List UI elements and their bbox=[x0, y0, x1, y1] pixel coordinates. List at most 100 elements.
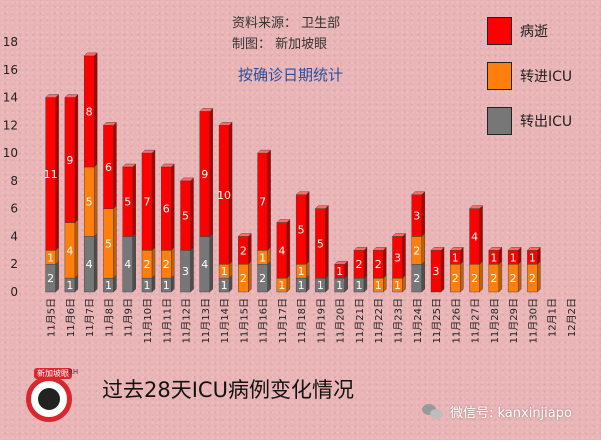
bar-value-label: 1 bbox=[298, 279, 305, 292]
x-tick-label: 11月18日 bbox=[296, 298, 308, 343]
bar-segment-side bbox=[248, 232, 252, 265]
bar-value-label: 2 bbox=[413, 244, 420, 257]
bar-value-label: 3 bbox=[433, 265, 440, 278]
bar-value-label: 11 bbox=[44, 168, 58, 181]
bar-top bbox=[353, 247, 368, 251]
bar-top bbox=[122, 163, 137, 168]
bar-segment-side bbox=[132, 163, 136, 237]
bar-segment-side bbox=[421, 232, 425, 265]
bar-top bbox=[102, 122, 117, 126]
bar-value-label: 5 bbox=[182, 210, 189, 223]
bar-value-label: 2 bbox=[47, 272, 54, 285]
x-tick-label: 11月13日 bbox=[200, 298, 212, 343]
source-line: 资料来源： 卫生部 bbox=[232, 16, 341, 31]
bar-value-label: 3 bbox=[413, 210, 420, 223]
bar-value-label: 1 bbox=[298, 265, 305, 278]
bar-value-label: 2 bbox=[510, 272, 517, 285]
chart-subtitle: 按确诊日期统计 bbox=[238, 66, 344, 84]
bar-value-label: 6 bbox=[105, 161, 112, 174]
x-axis: 11月5日 11月6日 11月7日 11月8日 11月9日 11月10日 11月11日 11月… bbox=[46, 298, 578, 343]
bar-value-label: 2 bbox=[355, 258, 362, 271]
bar-value-label: 2 bbox=[452, 272, 459, 285]
bar-segment-side bbox=[190, 246, 194, 293]
legend-swatch-icu-in bbox=[487, 62, 512, 90]
bar-value-label: 1 bbox=[163, 279, 170, 292]
bar-segment-side bbox=[248, 260, 252, 293]
x-tick-label: 11月28日 bbox=[489, 298, 501, 343]
bar-segment-side bbox=[440, 246, 445, 293]
x-tick-label: 11月7日 bbox=[84, 298, 96, 337]
bar-top bbox=[180, 177, 195, 182]
bar-value-label: 4 bbox=[124, 258, 131, 271]
y-tick-label: 16 bbox=[3, 63, 18, 77]
x-tick-label: 12月1日 bbox=[547, 298, 559, 337]
x-tick-label: 11月24日 bbox=[412, 298, 424, 343]
x-tick-label: 11月6日 bbox=[65, 298, 77, 337]
bar-segment-side bbox=[74, 94, 79, 224]
bar-segment-side bbox=[363, 246, 368, 279]
footer-title: 过去28天ICU病例变化情况 bbox=[102, 378, 354, 402]
x-tick-label: 11月14日 bbox=[219, 298, 231, 343]
bar-value-label: 1 bbox=[336, 279, 343, 292]
bar-value-label: 5 bbox=[298, 224, 305, 237]
bar-value-label: 4 bbox=[66, 244, 73, 257]
bar-segment-side bbox=[537, 260, 541, 293]
bar-value-label: 5 bbox=[86, 196, 93, 209]
bar-value-label: 2 bbox=[259, 272, 266, 285]
bar-value-label: 1 bbox=[490, 251, 497, 264]
bar-value-label: 1 bbox=[47, 251, 54, 264]
bar-segment-side bbox=[305, 191, 310, 265]
logo-eye-icon bbox=[38, 388, 60, 410]
bar-top bbox=[141, 149, 156, 154]
bar-top bbox=[507, 247, 522, 251]
x-tick-label: 11月21日 bbox=[354, 298, 366, 343]
logo: 新加坡眼 RH bbox=[18, 366, 84, 432]
bar-value-label: 3 bbox=[394, 251, 401, 264]
x-tick-label: 11月23日 bbox=[392, 298, 404, 343]
bar-value-label: 4 bbox=[278, 244, 285, 257]
x-tick-label: 11月19日 bbox=[315, 298, 327, 343]
x-tick-label: 11月5日 bbox=[46, 298, 58, 337]
bar-top bbox=[488, 247, 503, 251]
y-tick-label: 2 bbox=[10, 257, 18, 271]
bar-value-label: 1 bbox=[375, 279, 382, 292]
x-tick-label: 11月17日 bbox=[277, 298, 289, 343]
y-tick-label: 18 bbox=[3, 35, 18, 49]
bar-value-label: 8 bbox=[86, 105, 93, 118]
bar-segment-side bbox=[479, 205, 483, 265]
x-tick-label: 11月27日 bbox=[470, 298, 482, 343]
legend-label: 转出ICU bbox=[520, 114, 573, 130]
bar-top bbox=[160, 163, 175, 168]
bar-value-label: 6 bbox=[163, 203, 170, 216]
bar-top bbox=[334, 261, 349, 265]
bar-value-label: 2 bbox=[490, 272, 497, 285]
bar-value-label: 1 bbox=[221, 265, 228, 278]
x-tick-label: 11月11日 bbox=[161, 298, 173, 343]
bar-value-label: 7 bbox=[143, 196, 150, 209]
bar-segment-side bbox=[93, 232, 98, 293]
y-tick-label: 0 bbox=[10, 285, 18, 299]
bar-segment-side bbox=[479, 260, 483, 293]
bar-segment-side bbox=[383, 246, 387, 279]
wechat-watermark: 微信号: kanxinjiapo bbox=[422, 402, 572, 421]
bar-value-label: 4 bbox=[201, 258, 208, 271]
bar-value-label: 1 bbox=[66, 279, 73, 292]
wechat-icon bbox=[422, 403, 444, 420]
bar-top bbox=[218, 122, 233, 126]
bar-segment-side bbox=[113, 205, 117, 279]
bar-value-label: 1 bbox=[259, 251, 266, 264]
credit-line: 制图： 新加坡眼 bbox=[232, 37, 328, 52]
bar-top bbox=[449, 247, 464, 251]
bar-segment-side bbox=[74, 219, 79, 279]
bar-segment-side bbox=[151, 149, 156, 251]
bar-value-label: 1 bbox=[355, 279, 362, 292]
x-tick-label: 11月15日 bbox=[238, 298, 250, 343]
bar-value-label: 1 bbox=[105, 279, 112, 292]
bar-top bbox=[526, 247, 541, 251]
y-tick-label: 14 bbox=[3, 91, 18, 105]
bar-value-label: 1 bbox=[510, 251, 517, 264]
bar-value-label: 1 bbox=[529, 251, 536, 264]
legend-item-icu-out: 转出ICU bbox=[487, 106, 572, 136]
bar-value-label: 1 bbox=[143, 279, 150, 292]
